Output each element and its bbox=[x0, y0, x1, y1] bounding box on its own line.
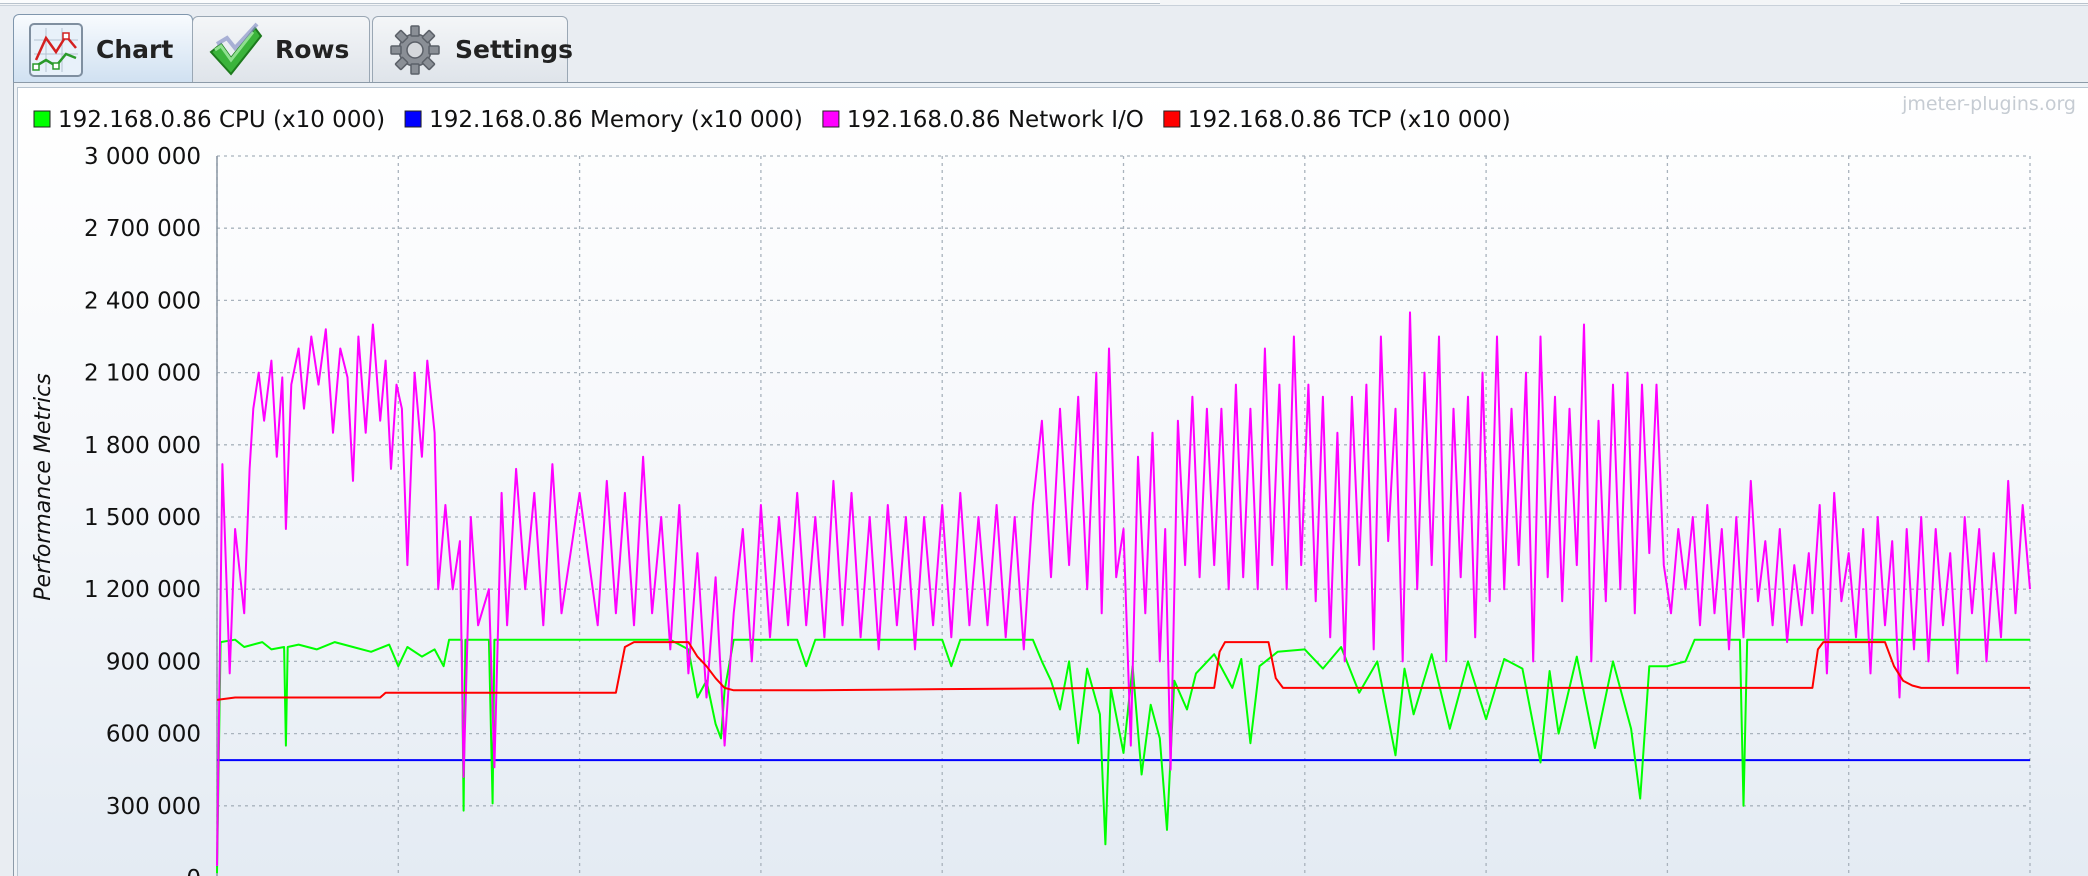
y-tick-label: 900 000 bbox=[106, 649, 201, 675]
y-tick-label: 1 200 000 bbox=[84, 577, 201, 603]
toolbar-field-right bbox=[1900, 0, 2088, 4]
toolbar-field-middle bbox=[1180, 0, 1860, 3]
toolbar-field-left bbox=[0, 0, 1160, 4]
tab-chart[interactable]: Chart bbox=[13, 14, 193, 84]
chart-panel-inner: 0 300 000 600 000 900 000 1 200 000 1 500 000… bbox=[17, 87, 2088, 876]
watermark-text: jmeter-plugins.org bbox=[1901, 93, 2076, 115]
tab-rows[interactable]: Rows bbox=[192, 16, 370, 82]
y-tick-label: 2 400 000 bbox=[84, 288, 201, 314]
legend-label: 192.168.0.86 CPU (x10 000) bbox=[58, 107, 385, 133]
legend-swatch bbox=[404, 110, 422, 128]
y-tick-label: 1 800 000 bbox=[84, 433, 201, 459]
legend-label: 192.168.0.86 TCP (x10 000) bbox=[1188, 107, 1511, 133]
y-axis-title: Performance Metrics bbox=[31, 373, 56, 600]
cpu-series-line bbox=[216, 638, 2030, 874]
legend-swatch bbox=[822, 110, 840, 128]
chart-panel: 0 300 000 600 000 900 000 1 200 000 1 500 000… bbox=[13, 82, 2088, 876]
checkmark-icon bbox=[207, 22, 263, 78]
y-tick-label: 600 000 bbox=[106, 722, 201, 748]
performance-chart: 0 300 000 600 000 900 000 1 200 000 1 500 000… bbox=[31, 93, 2076, 876]
top-toolbar-strip bbox=[0, 0, 2088, 6]
y-tick-label: 2 700 000 bbox=[84, 216, 201, 242]
tcp-series-line bbox=[216, 641, 2030, 701]
y-tick-label: 2 100 000 bbox=[84, 361, 201, 387]
legend-label: 192.168.0.86 Memory (x10 000) bbox=[429, 107, 803, 133]
tab-settings-label: Settings bbox=[455, 35, 574, 64]
legend-swatch bbox=[33, 110, 51, 128]
legend-label: 192.168.0.86 Network I/O bbox=[847, 107, 1144, 133]
tab-chart-label: Chart bbox=[96, 35, 174, 64]
y-tick-label: 0 bbox=[186, 866, 201, 876]
gear-icon bbox=[387, 22, 443, 78]
tab-settings[interactable]: Settings bbox=[372, 16, 573, 82]
network-io-series-line bbox=[216, 311, 2031, 867]
y-tick-label: 1 500 000 bbox=[84, 505, 201, 531]
legend-swatch bbox=[1163, 110, 1181, 128]
chart-icon bbox=[28, 22, 84, 78]
tab-rows-label: Rows bbox=[275, 35, 350, 64]
y-tick-label: 3 000 000 bbox=[84, 144, 201, 170]
tab-bar: Chart Rows bbox=[0, 10, 2088, 84]
y-tick-label: 300 000 bbox=[106, 794, 201, 820]
